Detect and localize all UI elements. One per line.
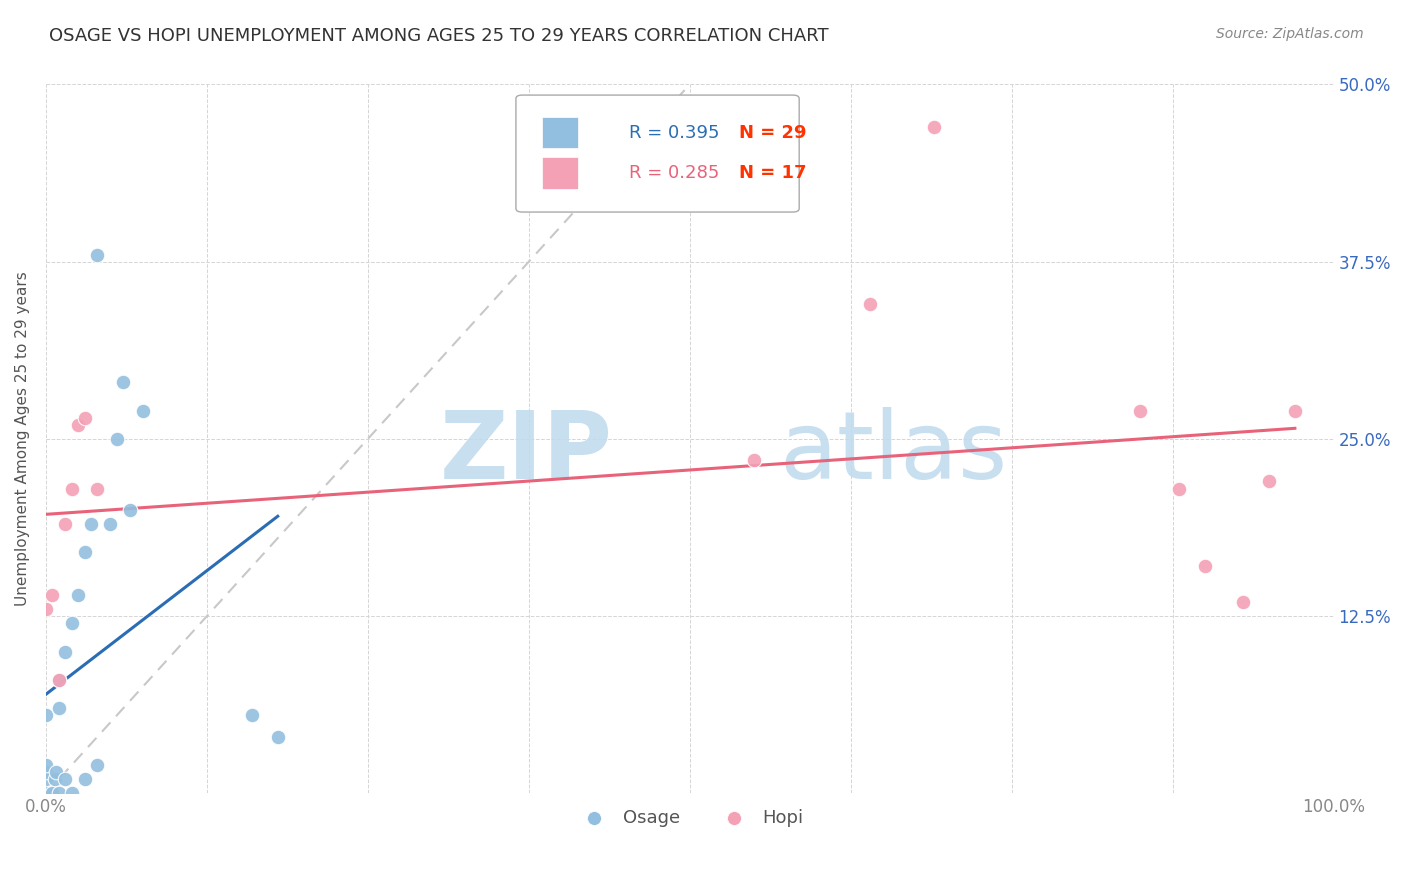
Osage (118, 503, 141, 517)
Osage (80, 516, 103, 531)
Osage (105, 432, 128, 446)
Osage (35, 786, 58, 800)
Osage (73, 772, 96, 787)
Hopi (35, 602, 58, 616)
Osage (35, 772, 58, 787)
Hopi (67, 417, 90, 432)
Hopi (1258, 475, 1281, 489)
Osage (35, 786, 58, 800)
Text: OSAGE VS HOPI UNEMPLOYMENT AMONG AGES 25 TO 29 YEARS CORRELATION CHART: OSAGE VS HOPI UNEMPLOYMENT AMONG AGES 25… (49, 27, 828, 45)
Osage (131, 403, 153, 417)
Bar (541, 158, 578, 188)
Text: N = 29: N = 29 (738, 124, 806, 142)
Osage (48, 701, 70, 715)
Osage (44, 772, 66, 787)
Hopi (48, 673, 70, 687)
Osage (60, 786, 83, 800)
Hopi (73, 410, 96, 425)
Hopi (1284, 403, 1306, 417)
Text: R = 0.395: R = 0.395 (630, 124, 720, 142)
Osage (45, 765, 67, 780)
Hopi (859, 297, 882, 311)
Osage (98, 516, 121, 531)
Text: N = 17: N = 17 (738, 164, 806, 182)
Hopi (924, 120, 946, 134)
Hopi (1129, 403, 1152, 417)
Text: R = 0.285: R = 0.285 (630, 164, 720, 182)
Osage (267, 730, 290, 744)
Osage (41, 786, 63, 800)
Osage (35, 765, 58, 780)
Osage (67, 588, 90, 602)
Legend: Osage, Hopi: Osage, Hopi (568, 802, 811, 834)
FancyBboxPatch shape (516, 95, 799, 212)
Osage (86, 247, 108, 261)
Hopi (1232, 595, 1254, 609)
Osage (86, 758, 108, 772)
Osage (60, 616, 83, 631)
Osage (240, 708, 263, 723)
Hopi (60, 482, 83, 496)
Hopi (53, 516, 76, 531)
Hopi (41, 588, 63, 602)
Text: Source: ZipAtlas.com: Source: ZipAtlas.com (1216, 27, 1364, 41)
Text: ZIP: ZIP (440, 407, 613, 499)
Osage (73, 545, 96, 559)
Osage (53, 772, 76, 787)
Hopi (1168, 482, 1191, 496)
Osage (35, 708, 58, 723)
Hopi (742, 453, 765, 467)
Osage (112, 375, 135, 389)
Osage (53, 644, 76, 658)
Text: atlas: atlas (780, 407, 1008, 499)
Hopi (1194, 559, 1216, 574)
Y-axis label: Unemployment Among Ages 25 to 29 years: Unemployment Among Ages 25 to 29 years (15, 271, 30, 607)
Osage (35, 758, 58, 772)
Hopi (86, 482, 108, 496)
Osage (48, 786, 70, 800)
Osage (48, 673, 70, 687)
Bar (541, 117, 578, 148)
